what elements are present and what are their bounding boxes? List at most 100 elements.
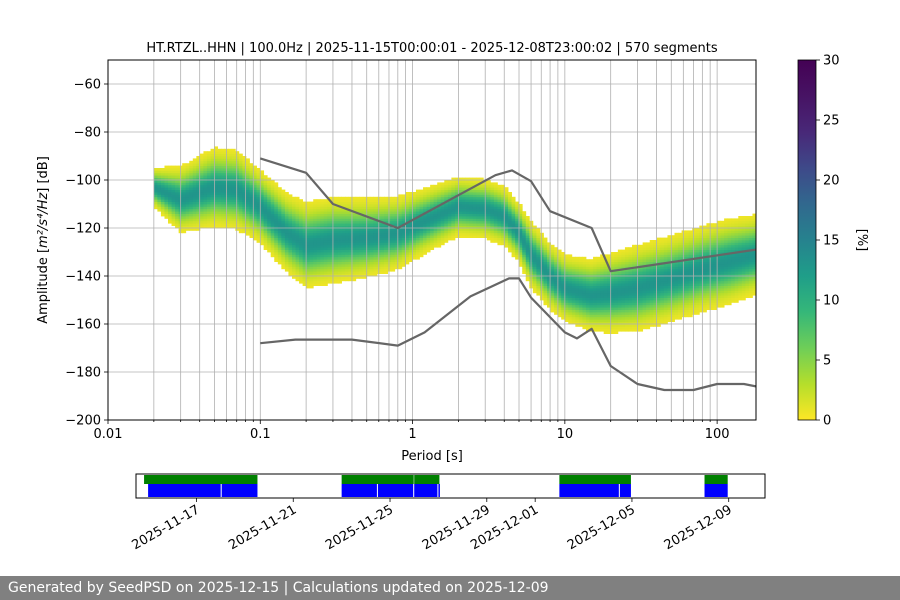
heat-cell [688,240,693,243]
heat-cell [596,283,601,286]
heat-cell [564,264,569,267]
heat-cell [401,264,406,267]
heat-cell [695,259,700,262]
heat-cell [171,201,176,205]
heat-cell [695,307,700,310]
heat-cell [585,268,590,272]
heat-cell [646,244,651,248]
heat-cell [288,268,293,272]
heat-cell [628,309,633,313]
heat-cell [670,312,675,315]
heat-cell [717,276,721,279]
heat-cell [695,240,700,243]
heat-cell [557,295,562,298]
heat-cell [160,206,165,210]
heat-cell [433,242,438,246]
heat-cell [589,314,594,318]
heat-cell [412,211,417,214]
heat-cell [720,232,725,236]
heat-cell [306,256,311,260]
heat-cell [238,165,243,169]
heat-cell [490,240,495,243]
heat-cell [291,211,296,214]
heat-cell [352,244,357,248]
heat-cell [451,182,456,186]
heat-cell [511,237,516,241]
heat-cell [674,271,679,274]
heat-cell [649,309,654,313]
heat-cell [465,235,470,238]
heat-cell [256,237,261,241]
heat-cell [369,242,374,246]
heat-cell [600,292,605,296]
heat-cell [306,220,311,224]
heat-cell [614,290,619,294]
heat-cell [518,235,523,238]
heat-cell [518,237,523,241]
heat-cell [323,220,328,224]
heat-cell [412,254,417,258]
heat-cell [242,187,247,190]
heat-cell [596,324,601,327]
heat-cell [415,211,420,214]
heat-cell [695,264,700,267]
heat-cell [270,180,275,183]
heat-cell [323,240,328,243]
heat-cell [433,199,438,202]
heat-cell [398,247,403,250]
heat-cell [245,208,250,212]
heat-cell [465,216,470,219]
heat-cell [419,204,424,207]
heat-cell [600,273,605,277]
heat-cell [656,321,661,325]
heat-cell [476,177,481,181]
heat-cell [447,232,452,236]
heat-cell [245,228,250,231]
heat-cell [709,247,714,250]
heat-cell [168,187,172,190]
heat-cell [199,182,204,186]
heat-cell [571,288,576,291]
heat-cell [189,170,194,174]
heat-cell [295,204,300,207]
heat-cell [699,302,704,306]
heat-cell [593,285,597,289]
heat-cell [345,259,350,262]
heat-cell [472,201,477,205]
heat-cell [646,321,651,325]
heat-cell [660,268,665,272]
heat-cell [299,240,304,243]
heat-cell [674,309,679,313]
heat-cell [575,264,580,267]
heat-cell [295,261,300,265]
heat-cell [281,223,286,226]
heat-cell [217,170,222,174]
heat-cell [380,254,385,258]
heat-cell [189,216,194,219]
heat-cell [284,225,289,229]
heat-cell [543,268,548,272]
heat-cell [479,220,484,224]
heat-cell [578,295,583,298]
heat-cell [490,189,495,193]
heat-cell [585,273,590,277]
heat-cell [699,232,704,236]
heat-cell [175,225,180,229]
heat-cell [639,328,644,332]
heat-cell [171,170,176,174]
heat-cell [369,259,374,262]
heat-cell [228,201,233,205]
heat-cell [387,254,392,258]
heat-cell [543,285,548,289]
heat-cell [462,206,466,210]
heat-cell [596,307,601,310]
heat-cell [405,211,410,214]
heat-cell [632,316,636,320]
heat-cell [355,249,360,253]
heat-cell [433,211,438,214]
heat-cell [493,201,498,205]
heat-cell [561,288,566,291]
heat-cell [557,292,562,296]
heat-cell [206,189,211,193]
heat-cell [359,232,364,236]
